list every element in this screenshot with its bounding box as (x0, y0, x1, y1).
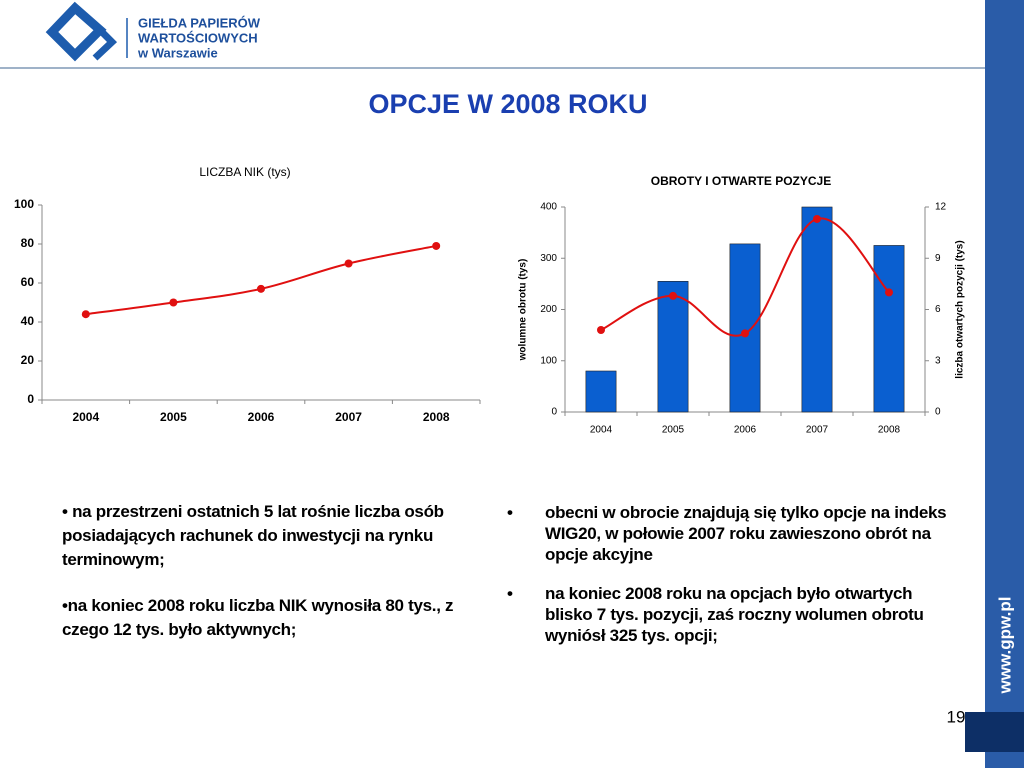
y-tick-label: 200 (540, 304, 557, 315)
x-tick-label: 2007 (806, 425, 829, 436)
point (169, 298, 178, 307)
x-tick-label: 2004 (72, 410, 99, 424)
y2-tick-label: 3 (935, 355, 941, 366)
bullet-text: na koniec 2008 roku na opcjach było otwa… (545, 584, 924, 645)
point (432, 241, 441, 250)
slide-title: OPCJE W 2008 ROKU (368, 89, 647, 119)
y-tick-label: 100 (14, 197, 34, 211)
logo (45, 1, 128, 62)
side-text: www.gpw.pl (995, 597, 1014, 695)
point (741, 329, 749, 338)
x-tick-label: 2007 (335, 410, 362, 424)
x-tick-label: 2006 (248, 410, 275, 424)
y-tick-label: 60 (21, 275, 35, 289)
bar (585, 370, 617, 413)
bullet-text: obecni w obrocie znajdują się tylko opcj… (545, 503, 947, 564)
point (344, 259, 353, 268)
bullet: • obecni w obrocie znajdują się tylko opc… (507, 503, 947, 564)
point (597, 326, 605, 334)
y-tick-label: 100 (540, 355, 557, 366)
y-axis-label: wolumne obrotu (tys) (518, 259, 529, 362)
right-bullets: • obecni w obrocie znajdują się tylko opc… (507, 502, 947, 664)
y2-axis-label: liczba otwartych pozycji (tys) (955, 240, 966, 378)
y-tick-label: 0 (551, 407, 557, 418)
point (813, 214, 821, 223)
line (85, 244, 437, 316)
bullet-text: na koniec 2008 roku liczba NIK wynosiła … (62, 596, 454, 639)
bullet-text: na przestrzeni ostatnich 5 lat rośnie li… (62, 502, 444, 569)
left-bullets: • na przestrzeni ostatnich 5 lat rośnie … (62, 500, 492, 664)
x-tick-label: 2008 (423, 410, 450, 424)
bar (729, 243, 761, 413)
logo-text: WARTOŚCIOWYCH (138, 30, 258, 45)
chart-title: LICZBA NIK (tys) (199, 165, 290, 179)
y-tick-label: 40 (21, 314, 35, 328)
bullet: • na przestrzeni ostatnich 5 lat rośnie … (62, 502, 444, 569)
side-bar (985, 0, 1024, 768)
chart-title: OBROTY I OTWARTE POZYCJE (651, 174, 831, 188)
y2-tick-label: 9 (935, 253, 941, 264)
x-tick-label: 2005 (160, 410, 187, 424)
y-tick-label: 300 (540, 253, 557, 264)
logo-text: w Warszawie (137, 45, 218, 60)
y-tick-label: 400 (540, 202, 557, 213)
point (885, 288, 893, 297)
page-number: 19 (947, 707, 966, 726)
side-block (965, 712, 1024, 752)
bar (801, 206, 833, 413)
bar (657, 281, 689, 413)
point (81, 310, 90, 319)
point (669, 291, 677, 300)
bullet: •na koniec 2008 roku liczba NIK wynosiła… (62, 596, 454, 639)
x-tick-label: 2006 (734, 425, 757, 436)
y2-tick-label: 0 (935, 407, 941, 418)
x-tick-label: 2005 (662, 425, 685, 436)
x-tick-label: 2004 (590, 425, 613, 436)
y2-tick-label: 12 (935, 202, 947, 213)
y2-tick-label: 6 (935, 304, 941, 315)
y-tick-label: 0 (27, 392, 34, 406)
point (257, 284, 265, 293)
logo-text: GIEŁDA PAPIERÓW (138, 15, 261, 30)
bar (873, 245, 905, 413)
y-tick-label: 80 (21, 236, 35, 250)
bullet: • na koniec 2008 roku na opcjach było otw… (507, 584, 924, 645)
y-tick-label: 20 (21, 353, 35, 367)
x-tick-label: 2008 (878, 425, 901, 436)
